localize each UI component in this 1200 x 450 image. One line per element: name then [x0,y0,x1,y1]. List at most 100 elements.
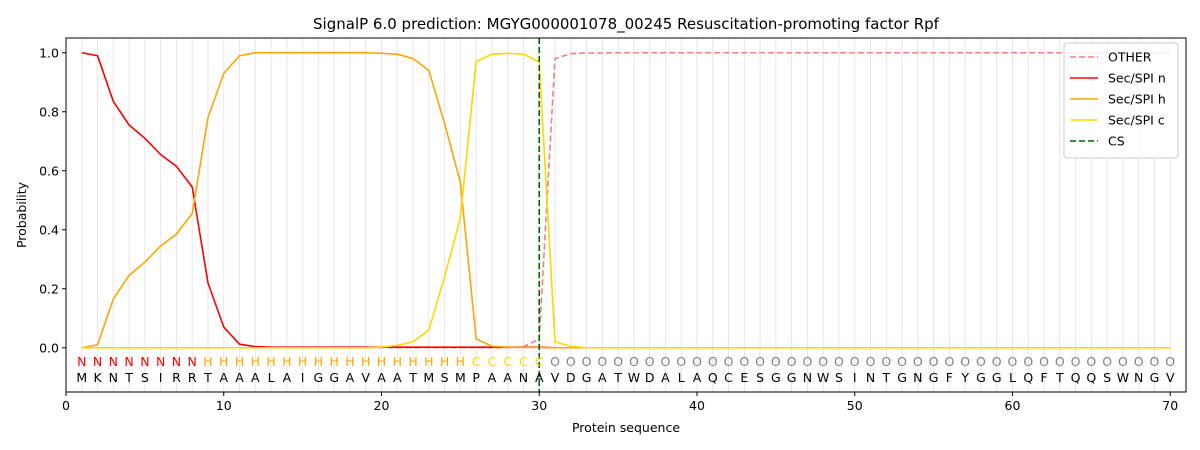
region-letter: H [203,354,212,369]
x-tick-label: 10 [216,398,232,413]
sequence-letter: G [329,370,339,385]
sequence-letter: D [645,370,655,385]
sequence-letter: S [141,370,149,385]
legend: OTHER Sec/SPI n Sec/SPI h Sec/SPI c CS [1063,42,1179,159]
sequence-letter: A [693,370,702,385]
y-tick-label: 0.2 [39,281,59,296]
sequence-letter: G [787,370,797,385]
position-gridlines [81,38,1171,392]
sequence-letter: G [992,370,1002,385]
region-letter: H [377,354,386,369]
legend-label: Sec/SPI n [1108,71,1166,86]
region-letter: O [897,354,907,369]
y-tick-label: 0.6 [39,163,59,178]
y-axis-ticks: 0.0 0.2 0.4 0.6 0.8 1.0 [39,45,66,355]
region-letter: O [1071,354,1081,369]
series-lines [81,51,1171,349]
region-letter: O [692,354,702,369]
sequence-letter: R [172,370,181,385]
chart-title: SignalP 6.0 prediction: MGYG000001078_00… [313,15,940,34]
x-tick-label: 30 [531,398,547,413]
region-letter: O [850,354,860,369]
region-letter: O [992,354,1002,369]
sequence-letter: N [519,370,528,385]
sequence-letter: A [219,370,228,385]
region-letter: O [676,354,686,369]
sequence-letter: T [613,370,622,385]
region-letter: N [124,354,133,369]
y-tick-label: 0.0 [39,340,59,355]
region-letter: N [188,354,197,369]
sequence-letter: Q [1023,370,1033,385]
series-line-sec-spi-c [81,52,1171,349]
region-letter: O [1165,354,1175,369]
sequence-letter: A [377,370,386,385]
region-letter: O [597,354,607,369]
sequence-letter: A [503,370,512,385]
sequence-letter: D [566,370,576,385]
sequence-letter: N [1134,370,1143,385]
region-letter: O [1055,354,1065,369]
region-letter: O [755,354,765,369]
region-letter: H [235,354,244,369]
sequence-letter: V [551,370,560,385]
sequence-letter: Q [1071,370,1081,385]
region-letter: O [1134,354,1144,369]
sequence-letter: N [866,370,875,385]
plot-frame [65,37,1187,393]
sequence-letter: A [251,370,260,385]
region-letter: N [109,354,118,369]
x-tick-label: 70 [1162,398,1178,413]
region-letter: H [440,354,449,369]
sequence-letter: Q [1086,370,1096,385]
region-letter: O [913,354,923,369]
region-letter: H [219,354,228,369]
y-axis-label: Probability [14,181,29,248]
sequence-letter: I [853,370,857,385]
sequence-letter: T [203,370,212,385]
region-letter: O [566,354,576,369]
region-letter: O [613,354,623,369]
sequence-letter: S [756,370,764,385]
sequence-letter: M [76,370,87,385]
sequence-letter: T [124,370,133,385]
x-tick-label: 40 [689,398,705,413]
region-letter: O [550,354,560,369]
region-letter: O [960,354,970,369]
sequence-letter: I [159,370,163,385]
sequence-letter: C [724,370,733,385]
region-letter: H [345,354,354,369]
sequence-letter: V [1166,370,1175,385]
region-letter: O [1039,354,1049,369]
x-axis-label: Protein sequence [572,420,680,435]
region-letter: O [944,354,954,369]
region-letter: H [251,354,260,369]
region-letter: O [1008,354,1018,369]
sequence-letter: A [535,370,544,385]
region-letter: O [1023,354,1033,369]
sequence-letter: T [1055,370,1064,385]
sequence-letter: K [93,370,102,385]
region-letter: N [156,354,165,369]
y-tick-label: 1.0 [39,45,59,60]
sequence-letter: G [897,370,907,385]
region-letter: N [77,354,86,369]
sequence-letter: S [441,370,449,385]
region-letter: O [724,354,734,369]
region-letter: O [787,354,797,369]
region-letter: N [140,354,149,369]
sequence-letter: W [817,370,829,385]
x-tick-label: 60 [1005,398,1021,413]
sequence-letter: L [268,370,275,385]
region-letter: H [456,354,465,369]
legend-label: Sec/SPI h [1108,92,1166,107]
sequence-letter: T [408,370,417,385]
region-letter: O [629,354,639,369]
sequence-letter: I [301,370,305,385]
region-letter: O [881,354,891,369]
sequence-letter: G [929,370,939,385]
sequence-letter: L [1009,370,1016,385]
region-letter: H [393,354,402,369]
sequence-letter: P [472,370,480,385]
